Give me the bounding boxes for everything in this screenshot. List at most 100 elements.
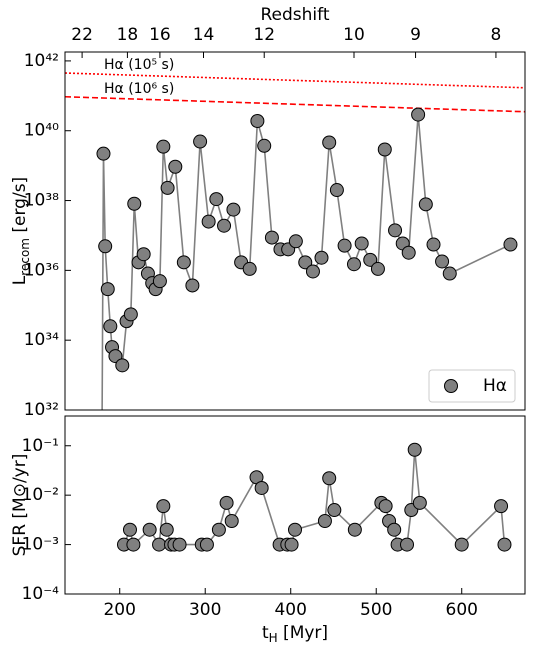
y-tick-label: 10³² — [24, 400, 59, 420]
point — [354, 236, 369, 251]
point — [152, 537, 167, 552]
x2-tick-label: 16 — [149, 25, 171, 45]
axis-label: Lrecom [erg/s] — [10, 177, 32, 285]
reference-line — [65, 72, 525, 89]
point — [435, 254, 450, 269]
point — [123, 307, 138, 322]
point — [370, 261, 385, 276]
y-tick-label: 10³⁴ — [24, 330, 59, 350]
point — [142, 522, 157, 537]
x2-tick-label: 8 — [491, 25, 502, 45]
point — [327, 503, 342, 518]
y-tick-label: 10³⁶ — [24, 260, 59, 280]
point — [242, 261, 257, 276]
point — [412, 495, 427, 510]
point — [226, 202, 241, 217]
point — [172, 537, 187, 552]
axis-label-unit: [Myr] — [278, 623, 328, 643]
point — [264, 230, 279, 245]
point — [96, 146, 111, 161]
point — [347, 522, 362, 537]
point — [193, 134, 208, 149]
point — [176, 255, 191, 270]
x-tick-label: 500 — [360, 600, 392, 620]
point — [377, 142, 392, 157]
point — [122, 522, 137, 537]
series-line — [101, 114, 511, 410]
point — [108, 349, 123, 364]
point — [494, 499, 509, 514]
point — [127, 196, 142, 211]
point — [250, 113, 265, 128]
point — [388, 223, 403, 238]
point — [346, 257, 361, 272]
legend-box — [428, 369, 516, 403]
point — [219, 495, 234, 510]
y-tick-label: 10³⁸ — [24, 191, 59, 211]
point — [156, 139, 171, 154]
plot-area — [65, 72, 525, 486]
x2-tick-label: 14 — [193, 25, 215, 45]
y-tick-label: 10⁻⁴ — [22, 584, 60, 604]
point — [322, 471, 337, 486]
point — [136, 247, 151, 262]
point — [160, 180, 175, 195]
point — [168, 159, 183, 174]
x2-axis-label: Redshift — [260, 5, 329, 25]
point — [257, 138, 272, 153]
point — [497, 537, 512, 552]
axis-label-text: L — [10, 275, 30, 285]
series-line — [123, 449, 506, 547]
point — [159, 522, 174, 537]
point — [337, 238, 352, 253]
point — [209, 192, 224, 207]
y-tick-label: 10⁴² — [24, 51, 59, 71]
y-tick-label: 10⁻³ — [22, 535, 59, 555]
axis-label-text: SFR [M⊙/yr] — [10, 454, 30, 557]
point — [115, 358, 130, 373]
reference-line — [65, 95, 525, 113]
annotation: Hα (10⁶ s) — [104, 81, 174, 97]
point — [329, 183, 344, 198]
point — [199, 537, 214, 552]
x2-tick-label: 10 — [343, 25, 365, 45]
point — [378, 499, 393, 514]
point — [98, 239, 113, 254]
point — [156, 499, 171, 514]
x2-tick-label: 12 — [253, 25, 275, 45]
axis-label: SFR [M⊙/yr] — [10, 454, 30, 557]
x-tick-label: 300 — [189, 600, 221, 620]
x-tick-label: 200 — [103, 600, 135, 620]
point — [314, 250, 329, 265]
point — [363, 252, 378, 267]
point — [254, 480, 269, 495]
point — [426, 237, 441, 252]
point — [407, 442, 422, 457]
point — [298, 255, 313, 270]
annotation: Hα (10⁵ s) — [104, 57, 174, 73]
point — [387, 522, 402, 537]
point — [224, 514, 239, 529]
point — [201, 214, 216, 229]
axis-label-sub: recom — [18, 238, 32, 276]
point — [411, 107, 426, 122]
axis-label-text: t — [262, 623, 269, 643]
x-tick-label: 600 — [446, 600, 478, 620]
x2-tick-label: 9 — [410, 25, 421, 45]
x2-tick-label: 18 — [117, 25, 139, 45]
y-tick-label: 10⁴⁰ — [24, 121, 59, 141]
point — [288, 234, 303, 249]
frame — [64, 51, 526, 411]
point — [217, 218, 232, 233]
x-tick-label: 400 — [274, 600, 306, 620]
frame — [64, 415, 526, 595]
point — [100, 282, 115, 297]
y-tick-label: 10⁻² — [22, 485, 59, 505]
axis-label: tH [Myr] — [262, 623, 328, 645]
point — [401, 245, 416, 260]
legend-marker — [444, 379, 458, 393]
point — [95, 473, 108, 486]
legend-label: Hα — [483, 376, 507, 396]
axis-label-unit: [erg/s] — [10, 177, 30, 238]
